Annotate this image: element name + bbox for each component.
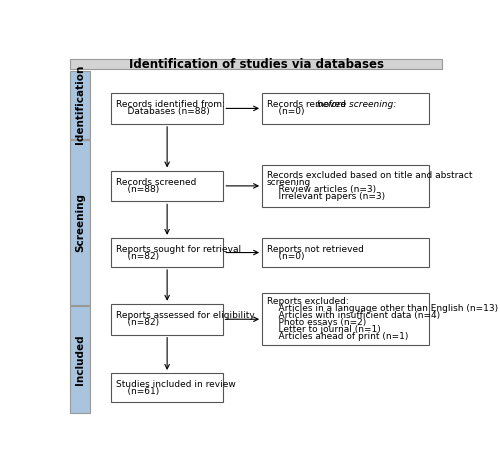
FancyBboxPatch shape (262, 238, 428, 267)
Text: Articles ahead of print (n=1): Articles ahead of print (n=1) (266, 332, 408, 341)
FancyBboxPatch shape (111, 93, 224, 124)
FancyBboxPatch shape (70, 71, 89, 139)
Text: Records screened: Records screened (116, 178, 196, 187)
Text: Identification of studies via databases: Identification of studies via databases (129, 58, 384, 71)
Text: Databases (n=88): Databases (n=88) (116, 107, 210, 117)
Text: Screening: Screening (75, 193, 85, 252)
Text: Records identified from:: Records identified from: (116, 101, 224, 110)
Text: Reports sought for retrieval: Reports sought for retrieval (116, 245, 240, 254)
Text: Records excluded based on title and abstract: Records excluded based on title and abst… (266, 171, 472, 180)
FancyBboxPatch shape (70, 140, 89, 305)
FancyBboxPatch shape (111, 238, 224, 267)
Text: Studies included in review: Studies included in review (116, 380, 236, 389)
Text: (n=82): (n=82) (116, 318, 158, 327)
Text: Records removed: Records removed (266, 101, 348, 110)
FancyBboxPatch shape (111, 170, 224, 201)
Text: (n=0): (n=0) (266, 107, 304, 117)
FancyBboxPatch shape (262, 293, 428, 345)
Text: Articles with insufficient data (n=4): Articles with insufficient data (n=4) (266, 311, 440, 320)
Text: Articles in a language other than English (n=13): Articles in a language other than Englis… (266, 304, 498, 313)
Text: before screening:: before screening: (317, 101, 396, 110)
Text: (n=88): (n=88) (116, 185, 159, 194)
Text: (n=0): (n=0) (266, 251, 304, 261)
Text: (n=82): (n=82) (116, 251, 158, 261)
Text: Irrelevant papers (n=3): Irrelevant papers (n=3) (266, 192, 385, 201)
FancyBboxPatch shape (262, 93, 428, 124)
Text: Included: Included (75, 334, 85, 385)
FancyBboxPatch shape (262, 165, 428, 206)
FancyBboxPatch shape (111, 373, 224, 402)
Text: Photo essays (n=2): Photo essays (n=2) (266, 318, 366, 327)
Text: Identification: Identification (75, 65, 85, 145)
Text: Reports excluded:: Reports excluded: (266, 297, 348, 307)
FancyBboxPatch shape (70, 306, 89, 413)
Text: Review articles (n=3): Review articles (n=3) (266, 185, 376, 194)
Text: screening: screening (266, 178, 311, 187)
Text: (n=61): (n=61) (116, 387, 159, 395)
Text: Reports not retrieved: Reports not retrieved (266, 245, 364, 254)
Text: Reports assessed for eligibility: Reports assessed for eligibility (116, 311, 254, 320)
FancyBboxPatch shape (70, 58, 442, 69)
FancyBboxPatch shape (111, 304, 224, 335)
Text: Letter to journal (n=1): Letter to journal (n=1) (266, 325, 380, 334)
